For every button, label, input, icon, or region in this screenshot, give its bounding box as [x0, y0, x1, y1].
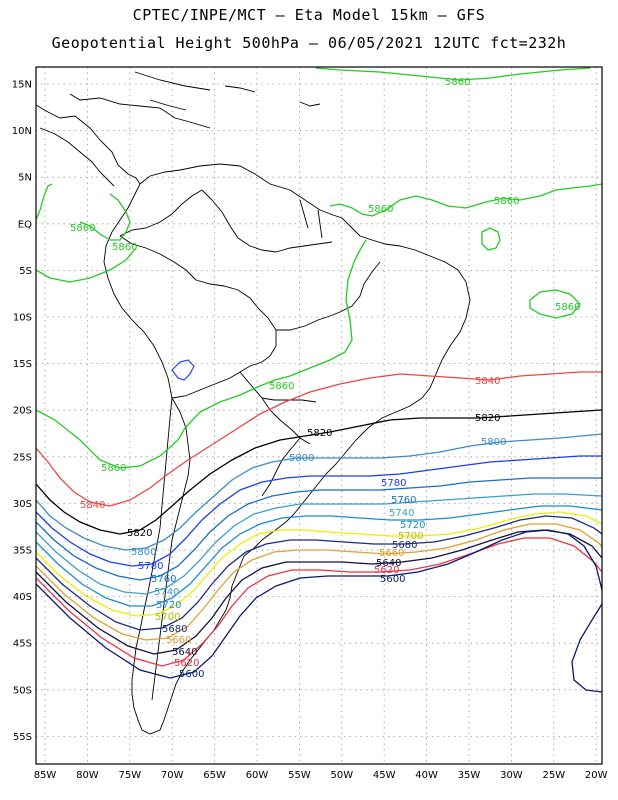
- label-5860-c: 5860: [269, 381, 294, 392]
- label-5840-w: 5840: [80, 500, 105, 511]
- longitude-label: 20W: [585, 770, 608, 781]
- label-5820-c: 5820: [307, 428, 332, 439]
- label-5700-e: 5700: [398, 531, 423, 542]
- label-5640-w: 5640: [172, 647, 197, 658]
- latitude-label: EQ: [18, 219, 32, 230]
- contour-5660: [36, 523, 602, 641]
- label-5640-e: 5640: [376, 558, 401, 569]
- latitude-label: 40S: [13, 592, 32, 603]
- contour-5620: [36, 537, 602, 667]
- label-5800-e: 5800: [481, 437, 506, 448]
- contour-5720: [36, 505, 602, 607]
- longitude-axis-labels: 85W 80W 75W 70W 65W 60W 55W 50W 45W 40W 35W 30W 25W 2…: [34, 770, 608, 781]
- map-title-line-1: CPTEC/INPE/MCT – Eta Model 15km – GFS: [132, 6, 486, 24]
- contour-5700: [36, 511, 602, 617]
- coastline-and-borders: [36, 71, 471, 735]
- label-5740-w: 5740: [154, 587, 179, 598]
- latitude-label: 45S: [13, 639, 32, 650]
- longitude-label: 45W: [373, 770, 396, 781]
- label-5780-e: 5780: [381, 478, 406, 489]
- latitude-label: 5S: [19, 266, 32, 277]
- longitude-label: 80W: [76, 770, 99, 781]
- longitude-label: 35W: [458, 770, 481, 781]
- longitude-label: 50W: [330, 770, 353, 781]
- lake-feature: [171, 359, 195, 381]
- map-title-line-2: Geopotential Height 500hPa – 06/05/2021 …: [51, 34, 567, 52]
- longitude-label: 75W: [118, 770, 141, 781]
- label-5680-e: 5680: [392, 540, 417, 551]
- map-frame: [35, 66, 603, 765]
- label-5860-ne: 5860: [445, 77, 470, 88]
- label-5860-w2: 5860: [112, 242, 137, 253]
- latitude-axis-labels: 15N 10N 5N EQ 5S 10S 15S 20S 25S 30S 35S 40S 45S 50S 5…: [12, 80, 32, 743]
- latitude-label: 50S: [13, 685, 32, 696]
- label-5820-w: 5820: [127, 528, 152, 539]
- contour-5680: [36, 515, 602, 631]
- label-5600-e: 5600: [380, 574, 405, 585]
- latitude-label: 15S: [13, 359, 32, 370]
- label-5620-e: 5620: [374, 565, 399, 576]
- label-5700-w: 5700: [155, 612, 180, 623]
- contour-5860: [36, 67, 602, 469]
- latitude-label: 55S: [13, 732, 32, 743]
- lat-lon-grid: [36, 67, 602, 764]
- latitude-label: 10N: [12, 126, 32, 137]
- longitude-label: 85W: [34, 770, 57, 781]
- label-5600-w: 5600: [179, 669, 204, 680]
- contour-labels: 5860 5860 5860 5860 5860 5860 5860 5860 …: [70, 77, 580, 680]
- label-5860-ne2: 5860: [494, 196, 519, 207]
- label-5860-w1: 5860: [70, 223, 95, 234]
- contour-5740: [36, 493, 602, 595]
- contour-5640: [36, 529, 602, 655]
- latitude-label: 35S: [13, 546, 32, 557]
- label-5760-w: 5760: [151, 574, 176, 585]
- label-5860-sw: 5860: [101, 463, 126, 474]
- latitude-label: 20S: [13, 406, 32, 417]
- label-5840-e: 5840: [475, 376, 500, 387]
- contour-5600: [36, 529, 602, 693]
- label-5860-e: 5860: [555, 302, 580, 313]
- longitude-label: 65W: [203, 770, 226, 781]
- contour-5760: [36, 477, 602, 581]
- contour-5800: [36, 433, 602, 551]
- longitude-label: 25W: [542, 770, 565, 781]
- label-5720-w: 5720: [156, 600, 181, 611]
- label-5660-w: 5660: [166, 635, 191, 646]
- label-5620-w: 5620: [174, 658, 199, 669]
- longitude-label: 70W: [161, 770, 184, 781]
- longitude-label: 30W: [500, 770, 523, 781]
- label-5680-w: 5680: [162, 624, 187, 635]
- longitude-label: 60W: [246, 770, 269, 781]
- latitude-label: 25S: [13, 452, 32, 463]
- contour-5820: [36, 409, 602, 535]
- latitude-label: 10S: [13, 313, 32, 324]
- label-5820-e: 5820: [475, 413, 500, 424]
- contour-5780: [36, 455, 602, 567]
- label-5660-e: 5660: [379, 548, 404, 559]
- contour-5840: [36, 371, 602, 507]
- label-5860-nc: 5860: [368, 204, 393, 215]
- label-5760-e: 5760: [391, 495, 416, 506]
- longitude-label: 55W: [288, 770, 311, 781]
- label-5800-w: 5800: [131, 547, 156, 558]
- label-5740-e: 5740: [389, 508, 414, 519]
- latitude-label: 5N: [18, 173, 32, 184]
- longitude-label: 40W: [415, 770, 438, 781]
- label-5800-c: 5800: [289, 453, 314, 464]
- label-5720-e: 5720: [400, 520, 425, 531]
- latitude-label: 15N: [12, 80, 32, 91]
- label-5780-w: 5780: [138, 561, 163, 572]
- latitude-label: 30S: [13, 499, 32, 510]
